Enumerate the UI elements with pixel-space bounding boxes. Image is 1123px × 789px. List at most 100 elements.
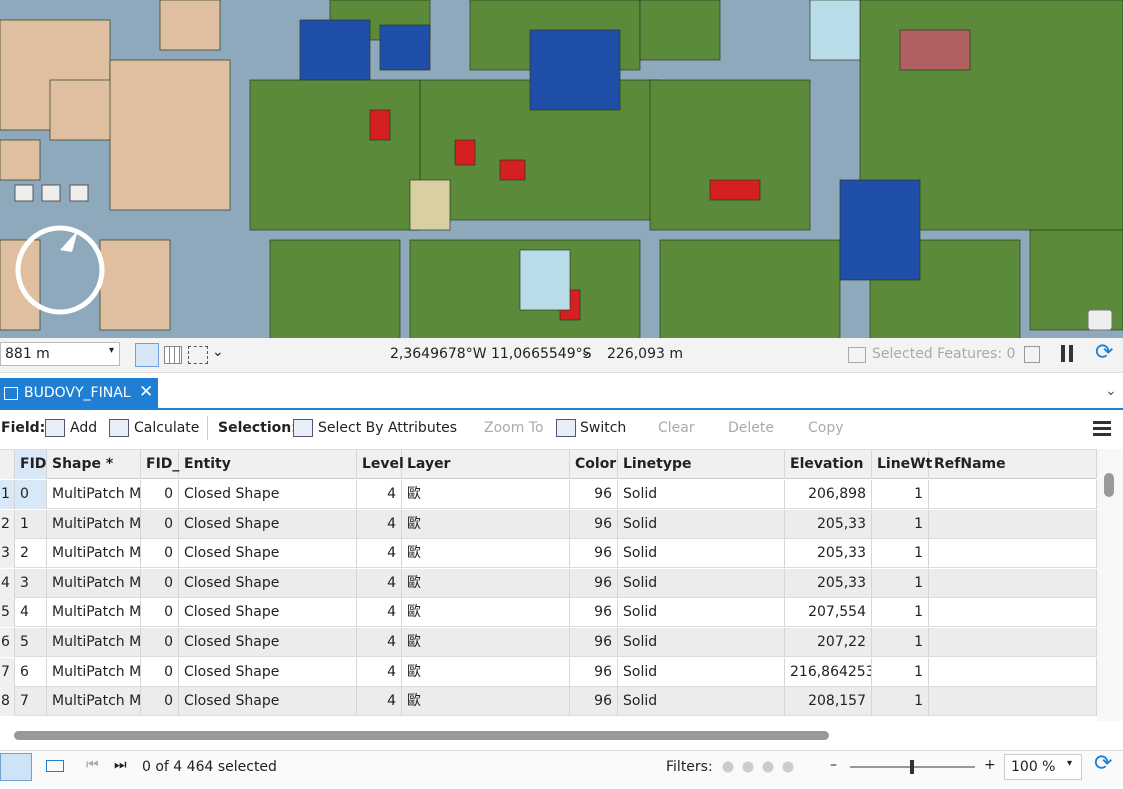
scale-box[interactable]: 881 m ▾ xyxy=(0,342,120,366)
navigator-arrow xyxy=(60,230,78,252)
refresh-map[interactable] xyxy=(1024,346,1040,363)
column-header: Entity xyxy=(179,450,357,479)
snapping-button[interactable] xyxy=(135,343,159,367)
selected-records[interactable] xyxy=(46,760,64,772)
first-record[interactable]: ⏮ xyxy=(86,757,99,773)
building xyxy=(839,179,921,281)
scroll-thumb[interactable] xyxy=(1104,473,1114,497)
last-record[interactable]: ⏭ xyxy=(114,757,127,773)
add-button[interactable]: Add xyxy=(70,420,98,436)
table-cell: 歐 xyxy=(402,598,570,628)
table-cell: 4 xyxy=(357,598,402,628)
building xyxy=(519,249,571,311)
constraints-dropdown[interactable]: ⌄ xyxy=(212,344,224,360)
table-cell: MultiPatch M xyxy=(47,687,141,717)
map-view[interactable] xyxy=(0,0,1123,338)
table-cell: Solid xyxy=(618,568,785,598)
row-number: 8 xyxy=(0,687,15,717)
horizontal-scrollbar[interactable] xyxy=(0,727,1097,745)
nav-control xyxy=(14,184,34,202)
row-number: 2 xyxy=(0,509,15,539)
elevation: 226,093 m xyxy=(607,346,683,362)
row-number: 7 xyxy=(0,657,15,687)
row-number: 3 xyxy=(0,539,15,569)
vertical-scrollbar[interactable] xyxy=(1097,449,1123,721)
row-header-corner xyxy=(0,450,15,479)
table-cell: 5 xyxy=(15,628,47,657)
table-cell: 4 xyxy=(357,568,402,598)
table-cell: Closed Shape xyxy=(179,628,357,657)
nav-control xyxy=(69,184,89,202)
row-number: 4 xyxy=(0,568,15,598)
table-cell: 4 xyxy=(357,509,402,539)
tab-menu[interactable]: ⌄ xyxy=(1105,383,1117,399)
refresh-table[interactable]: ⟳ xyxy=(1094,751,1113,776)
building xyxy=(659,239,841,338)
table-cell: Solid xyxy=(618,657,785,687)
switch-button[interactable]: Switch xyxy=(580,420,627,436)
zoom-to: Zoom To xyxy=(484,420,544,436)
column-header: Shape * xyxy=(47,450,141,479)
zoom-out[interactable]: – xyxy=(830,757,837,773)
zoom-dropdown: ▾ xyxy=(1067,758,1073,769)
table-cell: 96 xyxy=(570,539,618,569)
filter-buttons[interactable] xyxy=(718,759,798,775)
zoom-box[interactable]: 100 % ▾ xyxy=(1004,754,1082,780)
grid-button[interactable] xyxy=(164,346,182,364)
constraints-button[interactable] xyxy=(188,346,208,364)
table-cell: Closed Shape xyxy=(179,568,357,598)
table-cell: Closed Shape xyxy=(179,509,357,539)
table-cell: Closed Shape xyxy=(179,657,357,687)
empty-cell xyxy=(929,480,1097,509)
select-icon xyxy=(293,419,313,437)
table-cell: 96 xyxy=(570,628,618,657)
building xyxy=(299,19,371,81)
h-scroll-thumb[interactable] xyxy=(14,731,829,740)
row-background xyxy=(0,509,1097,539)
column-header: FID_ xyxy=(141,450,179,479)
table-cell: 1 xyxy=(872,539,929,569)
building xyxy=(899,29,971,71)
building xyxy=(269,239,401,338)
table-cell: 歐 xyxy=(402,509,570,539)
options-menu[interactable] xyxy=(1093,421,1111,424)
tab[interactable]: BUDOVY_FINAL ✕ xyxy=(0,378,158,408)
table-cell: 96 xyxy=(570,480,618,509)
tab-close[interactable]: ✕ xyxy=(139,382,154,402)
table-cell: 0 xyxy=(141,687,179,717)
nav-control xyxy=(41,184,61,202)
zoom-in[interactable]: + xyxy=(984,757,996,773)
zoom-thumb[interactable] xyxy=(910,760,914,774)
refresh-button[interactable]: ⟳ xyxy=(1095,340,1114,365)
table-cell: MultiPatch M xyxy=(47,568,141,598)
table-cell: MultiPatch M xyxy=(47,480,141,509)
table-cell: 208,157 xyxy=(785,687,872,717)
coordinates-dropdown[interactable]: ⌄ xyxy=(580,344,592,360)
building xyxy=(454,139,476,166)
row-number: 5 xyxy=(0,598,15,628)
empty-cell xyxy=(929,657,1097,687)
table-cell: Solid xyxy=(618,598,785,628)
table-cell: 2 xyxy=(15,539,47,569)
selected-features: Selected Features: 0 xyxy=(872,346,1016,362)
column-header: Linetype xyxy=(618,450,785,479)
pause-button[interactable] xyxy=(1061,345,1065,362)
table-cell: 歐 xyxy=(402,628,570,657)
table-cell: 0 xyxy=(141,509,179,539)
footer: ⏮ ⏭ 0 of 4 464 selected Filters: – + 100… xyxy=(0,750,1123,785)
table-cell: 0 xyxy=(15,480,47,509)
table-cell: Closed Shape xyxy=(179,539,357,569)
select-by-attributes[interactable]: Select By Attributes xyxy=(318,420,458,436)
table-cell: 7 xyxy=(15,687,47,717)
calculate-button[interactable]: Calculate xyxy=(134,420,200,436)
building xyxy=(0,139,41,181)
copy-button: Copy xyxy=(808,420,844,436)
table-cell: 205,33 xyxy=(785,568,872,598)
zoom-level: 100 % xyxy=(1011,759,1056,775)
column-header: Layer xyxy=(402,450,570,479)
map-tip xyxy=(1087,309,1113,331)
table-cell: 1 xyxy=(872,509,929,539)
all-records[interactable] xyxy=(0,753,32,781)
row-background xyxy=(0,657,1097,687)
status-bar: 881 m ▾ ⌄ 2,3649678°W 11,0665549°S ⌄ 226… xyxy=(0,338,1123,373)
